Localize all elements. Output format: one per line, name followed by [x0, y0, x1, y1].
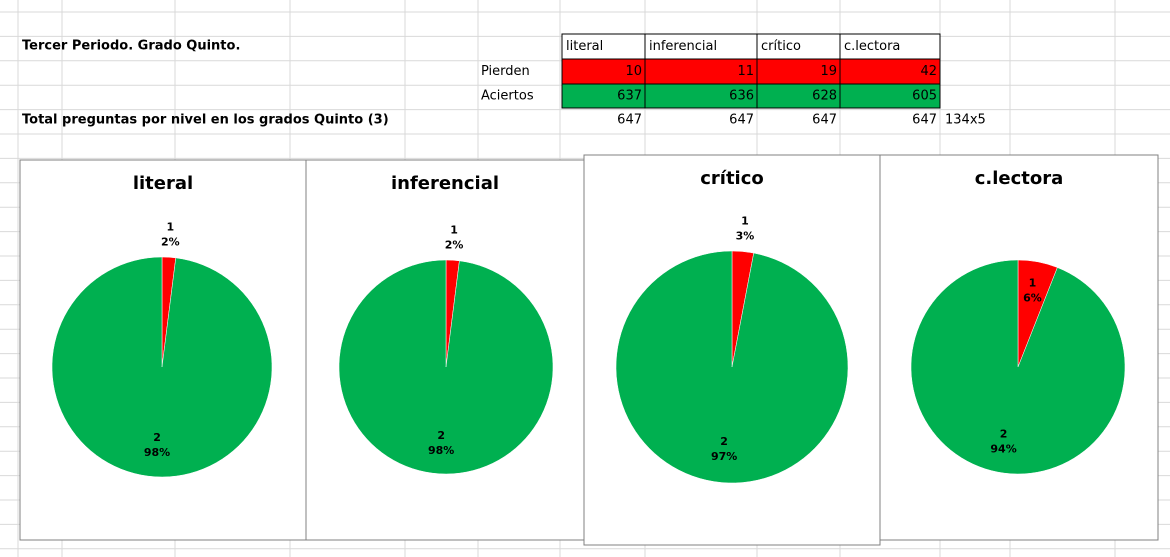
row-label: Aciertos [481, 89, 534, 104]
total-value: 647 [729, 113, 754, 128]
slice-label: 94% [990, 443, 1016, 456]
slice-category: 1 [1029, 276, 1037, 289]
slice-label: 6% [1023, 291, 1042, 304]
total-value: 647 [617, 113, 642, 128]
chart-title: c.lectora [975, 168, 1064, 189]
pie-slice [51, 256, 273, 478]
data-cell [839, 58, 941, 85]
row-label: Pierden [481, 64, 530, 79]
header-text: c.lectora [844, 39, 900, 54]
header-text: literal [566, 39, 603, 54]
header-cell [561, 33, 646, 60]
header-cell [756, 33, 841, 60]
slice-label: 98% [144, 446, 170, 459]
cell-value: 605 [912, 89, 937, 104]
slice-category: 1 [166, 220, 174, 233]
slice-category: 1 [741, 215, 749, 228]
slice-label: 98% [428, 444, 454, 457]
header-text: inferencial [649, 39, 717, 54]
total-label: Total preguntas por nivel en los grados … [22, 113, 389, 128]
chart-title: literal [133, 173, 193, 194]
cell-value: 636 [729, 89, 754, 104]
slice-category: 2 [1000, 428, 1008, 441]
cell-value: 19 [820, 64, 837, 79]
chart-title: inferencial [391, 173, 499, 194]
chart-title: crítico [700, 168, 764, 189]
data-cell [756, 83, 841, 109]
pie-slice [910, 259, 1126, 475]
total-value: 647 [812, 113, 837, 128]
slice-category: 1 [450, 223, 458, 236]
total-value: 647 [912, 113, 937, 128]
total-note: 134x5 [945, 113, 986, 128]
slice-label: 2% [161, 235, 180, 248]
slice-label: 2% [445, 238, 464, 251]
pie-slice [615, 250, 849, 484]
pie-slice [338, 259, 554, 475]
cell-value: 11 [737, 64, 754, 79]
slice-label: 97% [711, 450, 737, 463]
data-cell [644, 83, 758, 109]
slice-label: 3% [736, 230, 755, 243]
data-cell [561, 83, 646, 109]
cell-value: 10 [625, 64, 642, 79]
slice-category: 2 [437, 429, 445, 442]
slice-category: 2 [720, 435, 728, 448]
slice-category: 2 [153, 431, 161, 444]
sheet-title: Tercer Periodo. Grado Quinto. [22, 39, 240, 54]
header-text: crítico [761, 39, 801, 54]
header-cell [839, 33, 941, 60]
data-cell [756, 58, 841, 85]
cell-value: 628 [812, 89, 837, 104]
cell-value: 637 [617, 89, 642, 104]
data-cell [839, 83, 941, 109]
data-cell [644, 58, 758, 85]
cell-value: 42 [920, 64, 937, 79]
